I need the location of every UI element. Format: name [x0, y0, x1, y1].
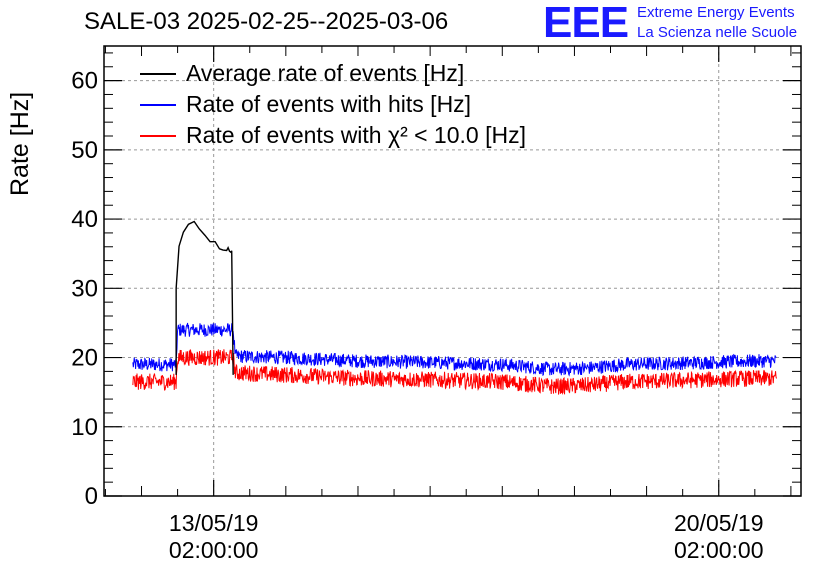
x-tick-label-time: 02:00:00: [674, 537, 764, 563]
legend-label-chi2: Rate of events with χ² < 10.0 [Hz]: [186, 122, 526, 148]
chart-title: SALE-03 2025-02-25--2025-03-06: [84, 8, 449, 35]
legend: Average rate of events [Hz] Rate of even…: [140, 58, 526, 151]
x-tick-label-date: 13/05/19: [169, 510, 259, 536]
series-average-line: [175, 220, 234, 375]
series-hits-line: [132, 321, 777, 377]
logo-subtitle-1: Extreme Energy Events: [637, 4, 795, 21]
logo-subtitle-2: La Scienza nelle Scuole: [637, 24, 798, 41]
legend-swatch-blue: [140, 103, 176, 106]
legend-item-chi2: Rate of events with χ² < 10.0 [Hz]: [140, 120, 526, 151]
y-tick-label: 60: [71, 68, 98, 95]
y-tick-label: 10: [71, 414, 98, 441]
y-tick-label: 0: [85, 483, 98, 510]
y-axis: 0 10 20 30 40 50 60: [71, 52, 801, 510]
x-tick-label-date: 20/05/19: [674, 510, 764, 536]
legend-label-average: Average rate of events [Hz]: [186, 60, 465, 86]
series-layer: [132, 220, 777, 396]
series-chi2-line: [132, 349, 777, 396]
legend-item-average: Average rate of events [Hz]: [140, 58, 526, 89]
legend-swatch-black: [140, 72, 176, 75]
grid: [104, 46, 801, 496]
legend-label-hits: Rate of events with hits [Hz]: [186, 91, 472, 117]
y-tick-label: 30: [71, 275, 98, 302]
y-tick-label: 40: [71, 206, 98, 233]
y-tick-label: 50: [71, 137, 98, 164]
eee-logo: EEE: [543, 0, 629, 47]
y-tick-label: 20: [71, 345, 98, 372]
x-tick-label-time: 02:00:00: [169, 537, 259, 563]
plot-frame: [103, 45, 802, 497]
legend-swatch-red: [140, 134, 176, 137]
legend-item-hits: Rate of events with hits [Hz]: [140, 89, 526, 120]
y-axis-label: Rate [Hz]: [6, 91, 34, 196]
